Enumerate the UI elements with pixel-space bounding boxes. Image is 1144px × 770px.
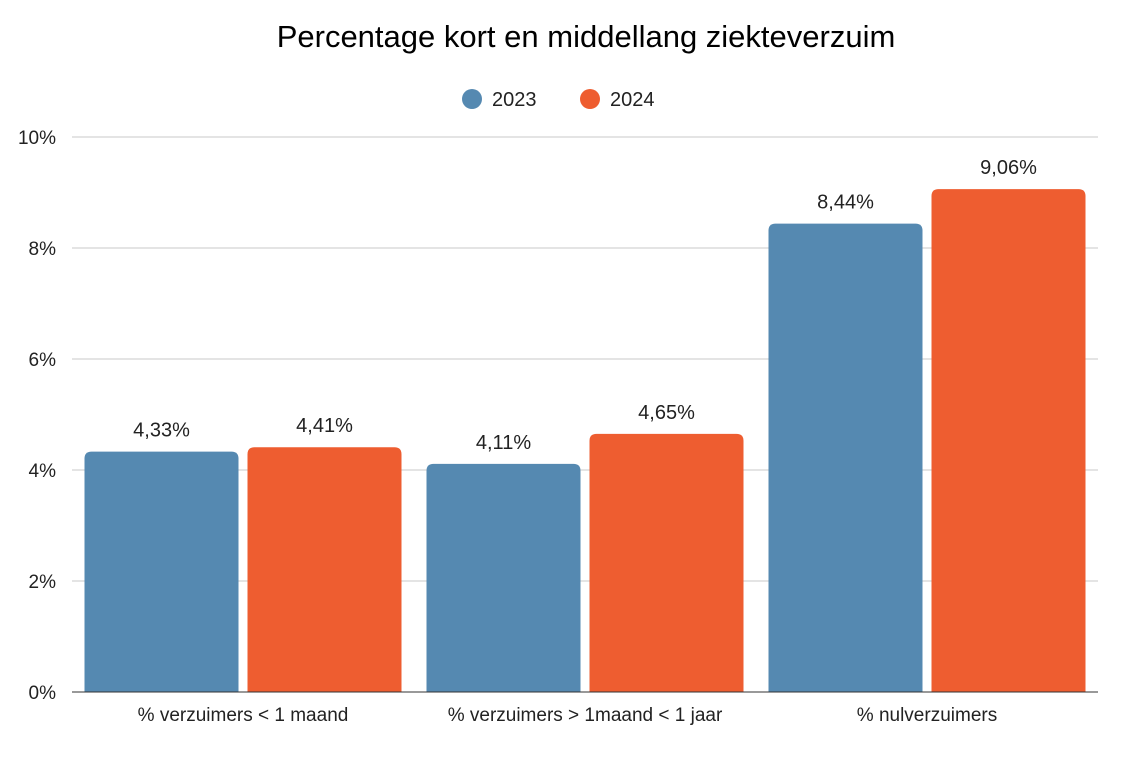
bar-2023-0	[84, 451, 239, 692]
data-label: 4,65%	[638, 402, 695, 424]
y-tick-label: 10%	[18, 128, 56, 149]
data-label: 4,33%	[133, 420, 190, 442]
bar-2023-2	[768, 223, 923, 692]
gridlines	[72, 136, 1098, 582]
legend-label: 2023	[492, 89, 537, 111]
bars	[84, 189, 1086, 693]
data-label: 8,44%	[817, 192, 874, 214]
data-labels: 4,33% 4,41% 4,11% 4,65% 8,44% 9,06%	[133, 157, 1037, 454]
y-tick-label: 0%	[29, 683, 57, 704]
bar-2024-2	[931, 189, 1086, 693]
bar-2023-1	[426, 463, 581, 692]
x-category-label: % verzuimers > 1maand < 1 jaar	[448, 705, 723, 726]
x-axis: % verzuimers < 1 maand % verzuimers > 1ma…	[72, 691, 1098, 726]
y-tick-label: 4%	[29, 461, 57, 482]
y-axis: 0% 2% 4% 6% 8% 10%	[18, 128, 56, 704]
legend-marker-2024	[580, 89, 600, 109]
legend-marker-2023	[462, 89, 482, 109]
bar-2024-1	[589, 433, 744, 692]
data-label: 9,06%	[980, 157, 1037, 179]
data-label: 4,41%	[296, 415, 353, 437]
x-category-label: % nulverzuimers	[857, 705, 997, 726]
chart-title: Percentage kort en middellang ziekteverz…	[277, 19, 896, 54]
legend: 2023 2024	[462, 89, 655, 111]
y-tick-label: 6%	[29, 350, 57, 371]
bar-2024-0	[247, 447, 402, 692]
y-tick-label: 8%	[29, 239, 57, 260]
legend-label: 2024	[610, 89, 655, 111]
y-tick-label: 2%	[29, 572, 57, 593]
x-category-label: % verzuimers < 1 maand	[138, 705, 349, 726]
data-label: 4,11%	[476, 432, 531, 454]
